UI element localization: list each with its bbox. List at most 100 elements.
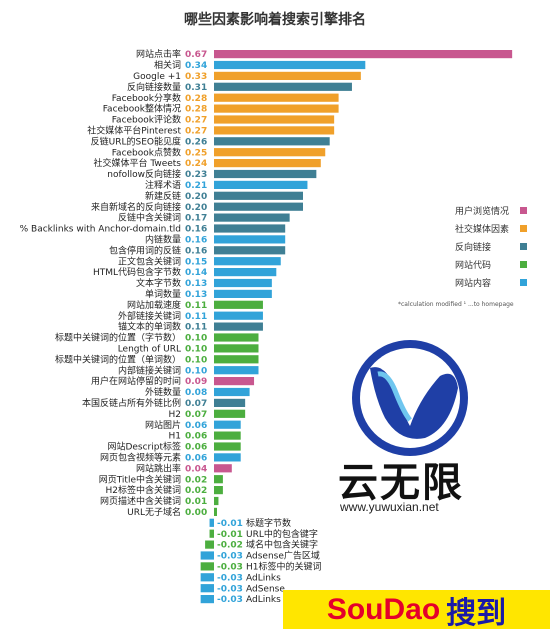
bar <box>214 213 290 222</box>
value-label: 0.10 <box>185 355 207 365</box>
bar <box>214 475 223 484</box>
value-label: 0.08 <box>185 388 207 398</box>
category-label: 社交媒体平台Pinterest <box>87 125 181 137</box>
bar <box>214 60 366 70</box>
category-label: Facebook评论数 <box>112 114 181 126</box>
category-label: H2 <box>169 410 182 420</box>
bar <box>214 289 272 298</box>
value-label: 0.33 <box>185 72 207 82</box>
category-label: 反链中含关键词 <box>118 212 181 224</box>
value-label: 0.13 <box>185 290 207 300</box>
category-label: 本国反链占所有外链比例 <box>82 397 181 409</box>
value-label: -0.01 <box>217 530 243 540</box>
legend-swatch <box>520 207 527 214</box>
category-label: 网站加载速度 <box>127 299 181 311</box>
category-label: 网站图片 <box>145 419 181 431</box>
value-label: 0.01 <box>185 497 207 507</box>
chart-note: *calculation modified ¹ ...to homepage <box>398 301 514 308</box>
bar <box>209 518 214 527</box>
bar <box>214 159 321 168</box>
category-label: Facebook点赞数 <box>112 146 181 158</box>
category-label: Adsense广告区域 <box>246 550 320 562</box>
category-label: Facebook整体情况 <box>103 103 181 115</box>
legend-swatch <box>520 279 527 286</box>
bar <box>214 464 232 473</box>
category-label: % Backlinks with Anchor-domain.tld <box>20 225 181 235</box>
category-label: 文本字节数 <box>136 277 181 289</box>
category-label: 内链数量 <box>145 234 181 246</box>
category-label: 内部链接关键词 <box>118 364 181 376</box>
bar <box>214 224 286 233</box>
category-label: URL中的包含键字 <box>246 528 318 540</box>
value-label: -0.03 <box>217 595 243 605</box>
category-label: 网页描述中含关键词 <box>100 495 181 507</box>
bar <box>200 584 214 593</box>
value-label: 0.27 <box>185 116 207 126</box>
bar <box>214 268 277 277</box>
legend-swatch <box>520 243 527 250</box>
bar <box>214 355 259 364</box>
soudao-badge: SouDao 搜到 <box>283 590 550 630</box>
category-label: 注释术语 <box>145 179 181 191</box>
value-label: -0.03 <box>217 552 243 562</box>
bar <box>200 595 214 604</box>
category-label: 外部链接关键词 <box>118 310 181 322</box>
category-label: nofollow反向链接 <box>107 168 181 180</box>
bar <box>214 278 272 288</box>
value-label: 0.20 <box>185 192 207 202</box>
legend-label: 反向链接 <box>455 241 491 253</box>
category-label: 用户在网站停留的时间 <box>91 375 181 387</box>
legend-label: 网站内容 <box>455 277 491 289</box>
value-label: 0.24 <box>185 159 207 169</box>
bar <box>214 377 255 386</box>
bar <box>209 529 214 538</box>
bar <box>200 562 214 571</box>
category-label: Length of URL <box>118 345 181 355</box>
bar <box>214 322 263 331</box>
value-label: 0.25 <box>185 148 207 158</box>
category-label: 新建反链 <box>145 190 181 202</box>
value-label: 0.04 <box>185 464 207 474</box>
category-label: 网站跳出率 <box>136 462 181 474</box>
value-label: 0.00 <box>185 508 207 518</box>
bar <box>214 333 259 342</box>
category-label: 单词数量 <box>145 288 181 300</box>
bar <box>214 246 286 255</box>
bar <box>214 398 246 407</box>
bar <box>214 387 250 397</box>
bar <box>214 50 513 59</box>
bar <box>214 191 303 200</box>
value-label: 0.07 <box>185 410 207 420</box>
bar <box>214 300 263 309</box>
category-label: 反链URL的SEO能见度 <box>91 135 181 147</box>
value-label: 0.07 <box>185 399 207 409</box>
category-label: Google +1 <box>133 72 181 82</box>
value-label: 0.26 <box>185 137 207 147</box>
value-label: 0.15 <box>185 257 207 267</box>
category-label: URL无子域名 <box>127 506 181 518</box>
category-label: 相关词 <box>154 59 181 71</box>
bar <box>214 180 308 189</box>
legend-swatch <box>520 225 527 232</box>
category-label: HTML代码包含字节数 <box>93 266 181 278</box>
category-label: 标题字节数 <box>246 517 291 529</box>
badge-latin: SouDao <box>326 592 441 626</box>
value-label: 0.16 <box>185 246 207 256</box>
bar <box>214 82 352 91</box>
value-label: 0.34 <box>185 61 207 71</box>
value-label: -0.03 <box>217 573 243 583</box>
bar <box>214 507 217 516</box>
bar <box>214 235 286 244</box>
value-label: 0.11 <box>185 312 207 322</box>
value-label: 0.06 <box>185 432 207 442</box>
bar <box>214 431 241 440</box>
bar <box>214 115 335 124</box>
value-label: 0.16 <box>185 225 207 235</box>
category-label: 来自新域名的反向链接 <box>91 201 181 213</box>
bar <box>214 93 339 102</box>
category-label: 标题中关键词的位置（单词数） <box>55 353 181 365</box>
value-label: 0.11 <box>185 323 207 333</box>
value-label: 0.06 <box>185 421 207 431</box>
value-label: 0.09 <box>185 377 207 387</box>
